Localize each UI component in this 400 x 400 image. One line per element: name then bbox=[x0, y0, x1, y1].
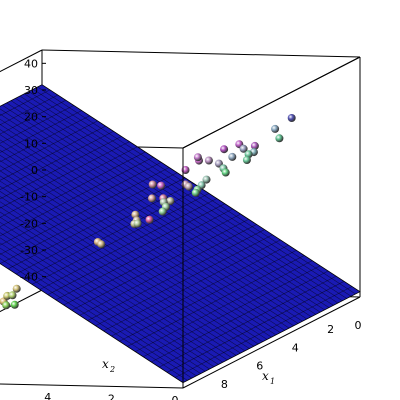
data-point bbox=[275, 134, 284, 143]
x1-axis-label-subscript: 1 bbox=[270, 377, 275, 386]
plane-mesh-line bbox=[0, 191, 246, 352]
regression-plane bbox=[0, 84, 361, 384]
data-point bbox=[133, 219, 142, 228]
box-edge bbox=[0, 49, 43, 73]
data-point bbox=[287, 114, 296, 122]
x2-tick-label: 2 bbox=[108, 393, 115, 400]
data-point bbox=[239, 144, 248, 153]
plane-mesh-line bbox=[0, 165, 268, 340]
plane-mesh-line bbox=[0, 162, 162, 246]
x2-tick-label: 4 bbox=[44, 391, 51, 400]
bounding-box-front bbox=[182, 56, 361, 389]
x2-axis-label: x bbox=[102, 357, 109, 371]
plane-mesh-line bbox=[0, 110, 82, 153]
z-tick-label: 30 bbox=[24, 84, 38, 97]
plane-mesh-line bbox=[0, 146, 138, 218]
data-point bbox=[157, 181, 166, 190]
x2-axis-label-subscript: 2 bbox=[109, 365, 115, 374]
box-edge bbox=[0, 383, 184, 389]
plane-mesh-line bbox=[0, 99, 66, 135]
data-point bbox=[12, 284, 21, 293]
data-point bbox=[202, 175, 211, 184]
z-tick-label: 10 bbox=[24, 137, 38, 150]
plane-mesh-line bbox=[0, 247, 197, 377]
plane-mesh-line bbox=[0, 120, 98, 172]
data-point bbox=[8, 291, 17, 300]
plane-mesh-line bbox=[0, 232, 210, 370]
plane-mesh-line bbox=[0, 196, 241, 354]
data-point bbox=[145, 215, 154, 224]
z-tick-label: -10 bbox=[20, 191, 38, 204]
data-point bbox=[193, 153, 202, 162]
plane-mesh-line bbox=[0, 258, 188, 381]
z-tick-label: 40 bbox=[24, 57, 38, 70]
plane-mesh-line bbox=[0, 185, 250, 349]
plane-mesh-line bbox=[0, 136, 122, 200]
points-in-front-of-plane bbox=[93, 114, 296, 249]
plane-mesh-line bbox=[0, 172, 178, 264]
data-point bbox=[242, 156, 251, 164]
z-tick-label: 20 bbox=[24, 111, 38, 124]
plane-surface bbox=[0, 84, 361, 384]
plane-mesh-line bbox=[0, 237, 206, 372]
data-point bbox=[221, 168, 230, 177]
plane-mesh-line bbox=[0, 125, 106, 181]
data-point bbox=[271, 124, 280, 133]
z-tick-label: -40 bbox=[20, 271, 38, 284]
plane-mesh-line bbox=[0, 141, 130, 209]
data-point bbox=[166, 197, 175, 205]
plane-mesh-line bbox=[0, 216, 223, 363]
data-point bbox=[97, 240, 106, 249]
data-point bbox=[204, 156, 213, 165]
z-tick-label: 0 bbox=[31, 164, 38, 177]
x1-tick-label: 4 bbox=[292, 341, 299, 354]
plane-mesh-line bbox=[0, 115, 90, 163]
plane-mesh-line bbox=[0, 211, 228, 361]
x2-tick-label: 0 bbox=[172, 394, 179, 400]
plane-mesh-line bbox=[0, 94, 59, 126]
plane-mesh-line bbox=[0, 89, 51, 116]
data-point bbox=[184, 182, 193, 191]
box-edge bbox=[182, 56, 361, 149]
data-point bbox=[10, 300, 19, 309]
data-point bbox=[148, 180, 157, 189]
x1-tick-label: 6 bbox=[256, 360, 263, 373]
plane-mesh-line bbox=[0, 156, 154, 237]
plane-mesh-line bbox=[0, 151, 146, 228]
plane-mesh-line bbox=[7, 177, 186, 270]
plane-mesh-line bbox=[0, 221, 219, 365]
x1-tick-label: 2 bbox=[327, 323, 334, 336]
data-point bbox=[228, 152, 237, 161]
x1-tick-label: 0 bbox=[355, 319, 362, 332]
plane-mesh-line bbox=[0, 167, 170, 255]
data-point bbox=[148, 194, 156, 203]
plane-mesh-line bbox=[0, 170, 263, 342]
z-tick-label: -20 bbox=[20, 217, 38, 230]
plane-mesh-line bbox=[0, 105, 74, 144]
data-point bbox=[250, 141, 259, 150]
x1-tick-label: 8 bbox=[221, 378, 228, 391]
plane-mesh-line bbox=[0, 206, 232, 358]
data-point bbox=[220, 145, 229, 154]
box-edge bbox=[182, 296, 361, 389]
plane-mesh-line bbox=[0, 227, 215, 367]
plane-mesh-line bbox=[0, 252, 193, 379]
plane-mesh-line bbox=[0, 130, 114, 190]
data-point bbox=[158, 207, 167, 216]
box-edge bbox=[41, 49, 361, 58]
z-tick-label: -30 bbox=[20, 244, 38, 257]
data-point bbox=[2, 301, 11, 310]
plane-mesh-line bbox=[0, 242, 201, 374]
x1-axis-label: x bbox=[262, 369, 269, 383]
data-point bbox=[191, 188, 200, 197]
